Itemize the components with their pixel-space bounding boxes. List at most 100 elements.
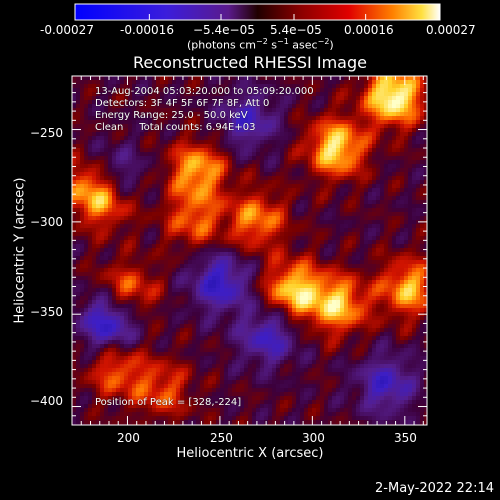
heatmap-cell bbox=[92, 252, 96, 256]
heatmap-cell bbox=[320, 216, 324, 220]
heatmap-cell bbox=[408, 88, 412, 92]
heatmap-cell bbox=[344, 244, 348, 248]
heatmap-cell bbox=[356, 160, 360, 164]
heatmap-cell bbox=[340, 132, 344, 136]
heatmap-cell bbox=[208, 256, 212, 260]
heatmap-cell bbox=[200, 296, 204, 300]
heatmap-cell bbox=[328, 156, 332, 160]
heatmap-cell bbox=[148, 172, 152, 176]
heatmap-cell bbox=[224, 272, 228, 276]
heatmap-cell bbox=[404, 160, 408, 164]
heatmap-cell bbox=[280, 88, 284, 92]
heatmap-cell bbox=[116, 264, 120, 268]
heatmap-cell bbox=[276, 252, 280, 256]
heatmap-cell bbox=[88, 268, 92, 272]
heatmap-cell bbox=[324, 140, 328, 144]
heatmap-cell bbox=[152, 188, 156, 192]
heatmap-cell bbox=[344, 140, 348, 144]
heatmap-cell bbox=[248, 212, 252, 216]
heatmap-cell bbox=[124, 152, 128, 156]
heatmap-cell bbox=[208, 200, 212, 204]
heatmap-cell bbox=[396, 184, 400, 188]
heatmap-cell bbox=[164, 272, 168, 276]
heatmap-cell bbox=[420, 88, 424, 92]
heatmap-cell bbox=[200, 188, 204, 192]
heatmap-cell bbox=[252, 264, 256, 268]
heatmap-cell bbox=[276, 176, 280, 180]
heatmap-cell bbox=[372, 164, 376, 168]
heatmap-cell bbox=[376, 164, 380, 168]
heatmap-cell bbox=[276, 212, 280, 216]
heatmap-cell bbox=[192, 112, 196, 116]
heatmap-cell bbox=[268, 216, 272, 220]
heatmap-cell bbox=[336, 276, 340, 280]
heatmap-cell bbox=[136, 112, 140, 116]
heatmap-cell bbox=[380, 120, 384, 124]
heatmap-cell bbox=[152, 88, 156, 92]
heatmap-cell bbox=[352, 220, 356, 224]
heatmap-cell bbox=[352, 180, 356, 184]
heatmap-cell bbox=[412, 236, 416, 240]
heatmap-cell bbox=[248, 216, 252, 220]
heatmap-cell bbox=[172, 200, 176, 204]
heatmap-cell bbox=[384, 196, 388, 200]
heatmap-cell bbox=[300, 264, 304, 268]
heatmap-cell bbox=[180, 180, 184, 184]
heatmap-cell bbox=[424, 152, 427, 156]
heatmap-cell bbox=[128, 248, 132, 252]
heatmap-cell bbox=[364, 208, 368, 212]
heatmap-cell bbox=[268, 228, 272, 232]
heatmap-cell bbox=[224, 284, 228, 288]
heatmap-cell bbox=[116, 104, 120, 108]
heatmap-cell bbox=[400, 264, 404, 268]
heatmap-cell bbox=[416, 232, 420, 236]
heatmap-cell bbox=[300, 136, 304, 140]
heatmap-cell bbox=[92, 280, 96, 284]
heatmap-cell bbox=[376, 136, 380, 140]
heatmap-cell bbox=[128, 176, 132, 180]
heatmap-cell bbox=[116, 120, 120, 124]
heatmap-cell bbox=[228, 236, 232, 240]
heatmap-cell bbox=[156, 108, 160, 112]
heatmap-cell bbox=[384, 244, 388, 248]
heatmap-cell bbox=[160, 212, 164, 216]
heatmap-cell bbox=[384, 256, 388, 260]
heatmap-cell bbox=[304, 76, 308, 80]
heatmap-cell bbox=[420, 200, 424, 204]
heatmap-cell bbox=[208, 100, 212, 104]
heatmap-cell bbox=[284, 100, 288, 104]
heatmap-cell bbox=[340, 256, 344, 260]
heatmap-cell bbox=[136, 152, 140, 156]
heatmap-cell bbox=[300, 256, 304, 260]
heatmap-cell bbox=[148, 216, 152, 220]
heatmap-cell bbox=[248, 180, 252, 184]
heatmap-cell bbox=[92, 204, 96, 208]
heatmap-cell bbox=[264, 148, 268, 152]
heatmap-cell bbox=[368, 188, 372, 192]
heatmap-cell bbox=[96, 228, 100, 232]
heatmap-cell bbox=[200, 280, 204, 284]
heatmap-cell bbox=[136, 108, 140, 112]
heatmap-cell bbox=[360, 188, 364, 192]
heatmap-cell bbox=[248, 84, 252, 88]
heatmap-cell bbox=[148, 236, 152, 240]
heatmap-cell bbox=[156, 120, 160, 124]
heatmap-cell bbox=[144, 120, 148, 124]
heatmap-cell bbox=[408, 132, 412, 136]
heatmap-cell bbox=[112, 296, 116, 300]
heatmap-cell bbox=[100, 220, 104, 224]
heatmap-cell bbox=[256, 184, 260, 188]
heatmap-cell bbox=[288, 156, 292, 160]
heatmap-cell bbox=[168, 188, 172, 192]
heatmap-cell bbox=[164, 168, 168, 172]
heatmap-cell bbox=[200, 256, 204, 260]
heatmap-cell bbox=[260, 240, 264, 244]
heatmap-cell bbox=[408, 212, 412, 216]
heatmap-cell bbox=[284, 192, 288, 196]
heatmap-cell bbox=[272, 172, 276, 176]
heatmap-cell bbox=[100, 144, 104, 148]
heatmap-cell bbox=[360, 112, 364, 116]
heatmap-cell bbox=[200, 184, 204, 188]
heatmap-cell bbox=[84, 240, 88, 244]
heatmap-cell bbox=[264, 228, 268, 232]
